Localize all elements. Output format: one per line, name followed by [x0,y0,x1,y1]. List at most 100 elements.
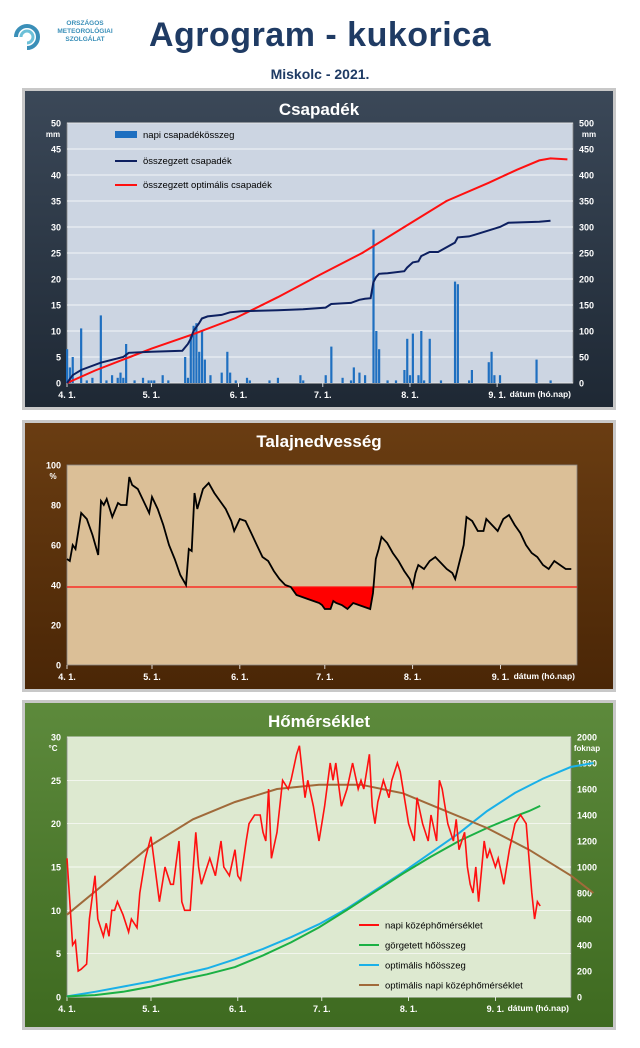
rain-bar [122,377,125,383]
y-tick-label-left: 80 [51,501,61,511]
rain-bar [226,351,229,383]
rain-bar [375,331,378,383]
rain-bar [203,359,206,383]
optimal-cumulative-rain-line [66,157,568,384]
rain-bar [119,372,122,383]
precipitation-chart: Csapadék05101520253035404550mm0501001502… [46,100,596,400]
rain-bar [549,380,552,383]
y-tick-label-left: 25 [51,776,61,786]
y-tick-label-right: 450 [579,145,594,155]
y-tick-label-left: 30 [51,733,61,743]
legend-label-opt: összegzett optimális csapadék [143,180,272,191]
y-tick-label-right: 50 [579,353,589,363]
y-tick-label-left: 20 [51,819,61,829]
page-title: Agrogram - kukorica [148,16,492,54]
rain-bar [467,380,471,383]
rain-bar [403,370,406,383]
rain-bar [195,323,198,383]
y-tick-label-left: 100 [46,461,61,471]
rain-bar [423,380,426,383]
rain-bar [186,377,190,383]
rain-bar [220,372,223,383]
y-tick-label-left: 20 [51,275,61,285]
x-axis-label: dátum (hó.nap) [514,671,576,681]
y-tick-label-left: 40 [51,581,61,591]
x-tick-label: 5. 1. [143,390,161,400]
rain-bar [245,377,249,383]
rain-bar [192,325,195,383]
y-tick-label-right: 800 [577,889,592,899]
plot-area [66,464,578,666]
rain-bar [456,284,459,383]
x-tick-label: 9. 1. [488,390,506,400]
x-tick-label: 4. 1. [58,1004,76,1014]
legend-label-cum: összegzett csapadék [143,156,232,167]
rain-bar [352,367,355,383]
logo-line-1: ORSZÁGOS [66,20,104,27]
rain-bar [229,372,232,383]
rain-bar [189,336,192,383]
legend-label-daily: napi középhőmérséklet [385,921,483,932]
rain-bar [363,375,367,383]
rain-bar [378,349,381,383]
optimal-heat-sum-line [66,762,594,998]
legend-label-opt-sum: optimális hőösszeg [385,961,466,972]
rain-bar [209,375,212,383]
y-tick-label-left: 0 [56,661,61,671]
optimal-daily-temp-line [66,783,595,916]
y-tick-label-right: 1000 [577,863,597,873]
y-tick-label-left: 50 [51,119,61,129]
y-unit-right: mm [582,130,596,139]
x-tick-label: 4. 1. [58,672,76,682]
y-tick-label-left: 0 [56,379,61,389]
rain-bar [116,377,119,383]
rain-bar [408,375,412,383]
x-tick-label: 8. 1. [400,1004,418,1014]
soil-moisture-panel: Talajnedvesség 0 20 40 60 80 100% 4. 1. 5. 1. 6. … [22,420,616,692]
daily-mean-temp-line [66,745,541,973]
cumulative-rain-line [66,219,551,384]
y-tick-label-right: 1200 [577,837,597,847]
rain-bar [386,380,389,383]
rain-bar [141,377,145,383]
x-tick-label: 6. 1. [230,390,248,400]
rain-bar [110,375,114,383]
y-tick-label-right: 400 [577,941,592,951]
rain-bar [302,380,305,383]
legend-label-rolling: görgetett hőösszeg [385,941,466,952]
y-tick-label-left: 60 [51,541,61,551]
y-tick-label-left: 10 [51,906,61,916]
rain-bar [234,380,237,383]
y-unit-left: % [49,472,56,481]
logo-line-2: METEOROLÓGIAI [57,28,113,35]
y-tick-label-right: 600 [577,915,592,925]
rain-bar [420,331,423,383]
y-tick-label-left: 5 [56,353,61,363]
rain-bar [66,349,69,383]
rain-bar [406,338,409,383]
rain-bar [167,380,170,383]
y-tick-label-right: 200 [579,275,594,285]
rain-bar [150,380,153,383]
y-tick-label-left: 35 [51,197,61,207]
y-unit-right: foknap [574,744,600,753]
y-tick-label-left: 15 [51,301,61,311]
x-tick-label: 9. 1. [492,672,510,682]
rain-bar [91,377,94,383]
rain-bar [105,380,108,383]
y-tick-label-left: 5 [56,949,61,959]
rain-bar [324,375,327,383]
y-tick-label-left: 40 [51,171,61,181]
soil-moisture-chart: Talajnedvesség 0 20 40 60 80 100% 4. 1. 5. 1. 6. … [46,432,578,682]
x-tick-label: 7. 1. [316,672,334,682]
logo-line-3: SZOLGÁLAT [65,36,105,43]
rain-bar [268,380,271,383]
y-tick-label-right: 2000 [577,733,597,743]
rain-bar [184,357,187,383]
rain-bar [71,357,74,383]
legend-label-opt-daily: optimális napi középhőmérséklet [385,981,523,992]
rain-bar [341,377,344,383]
x-tick-label: 8. 1. [401,390,419,400]
y-tick-label-right: 250 [579,249,594,259]
precipitation-panel: Csapadék 0 5 10 15 20 25 30 35 40 45 50 mm 0 50 100 150 2… [22,88,616,410]
